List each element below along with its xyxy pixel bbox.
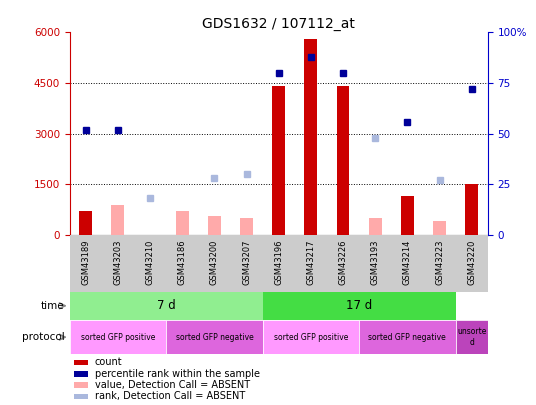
Bar (74, 371, 88, 377)
Text: GSM43200: GSM43200 (210, 239, 219, 285)
Bar (74, 360, 88, 365)
Title: GDS1632 / 107112_at: GDS1632 / 107112_at (202, 17, 355, 31)
Bar (272, 86, 285, 235)
Text: count: count (95, 357, 122, 367)
Bar (337, 86, 349, 235)
Text: 17 d: 17 d (346, 299, 372, 312)
Bar (359, 320, 456, 354)
Bar (70, 320, 166, 354)
Text: GSM43193: GSM43193 (371, 239, 379, 285)
Text: GSM43226: GSM43226 (339, 239, 347, 285)
Text: GSM43207: GSM43207 (242, 239, 251, 285)
Text: sorted GFP negative: sorted GFP negative (368, 333, 446, 342)
Bar (369, 218, 382, 235)
Text: rank, Detection Call = ABSENT: rank, Detection Call = ABSENT (95, 391, 245, 401)
Bar (401, 196, 414, 235)
Bar (74, 382, 88, 388)
Bar (456, 320, 488, 354)
Text: GSM43203: GSM43203 (114, 239, 122, 285)
Text: time: time (41, 301, 64, 311)
Text: sorted GFP positive: sorted GFP positive (274, 333, 348, 342)
Bar (166, 320, 263, 354)
Text: GSM43196: GSM43196 (274, 239, 283, 285)
Bar (208, 216, 221, 235)
Text: percentile rank within the sample: percentile rank within the sample (95, 369, 260, 379)
Bar (240, 218, 253, 235)
Bar (74, 394, 88, 399)
Bar (79, 211, 92, 235)
Text: GSM43186: GSM43186 (178, 239, 187, 285)
Text: unsorte
d: unsorte d (457, 328, 486, 347)
Text: value, Detection Call = ABSENT: value, Detection Call = ABSENT (95, 380, 250, 390)
Text: GSM43220: GSM43220 (467, 239, 476, 285)
Bar (263, 292, 456, 320)
Bar (176, 211, 189, 235)
Text: sorted GFP negative: sorted GFP negative (175, 333, 254, 342)
Text: GSM43189: GSM43189 (81, 239, 90, 285)
Text: GSM43210: GSM43210 (146, 239, 154, 285)
Text: protocol: protocol (21, 332, 64, 342)
Bar (433, 222, 446, 235)
Text: GSM43217: GSM43217 (307, 239, 315, 285)
Text: sorted GFP positive: sorted GFP positive (81, 333, 155, 342)
Text: GSM43223: GSM43223 (435, 239, 444, 285)
Bar (304, 39, 317, 235)
Bar (465, 184, 478, 235)
Text: GSM43214: GSM43214 (403, 239, 412, 285)
Bar (111, 205, 124, 235)
Text: 7 d: 7 d (157, 299, 175, 312)
Bar (263, 320, 359, 354)
Bar (70, 292, 263, 320)
